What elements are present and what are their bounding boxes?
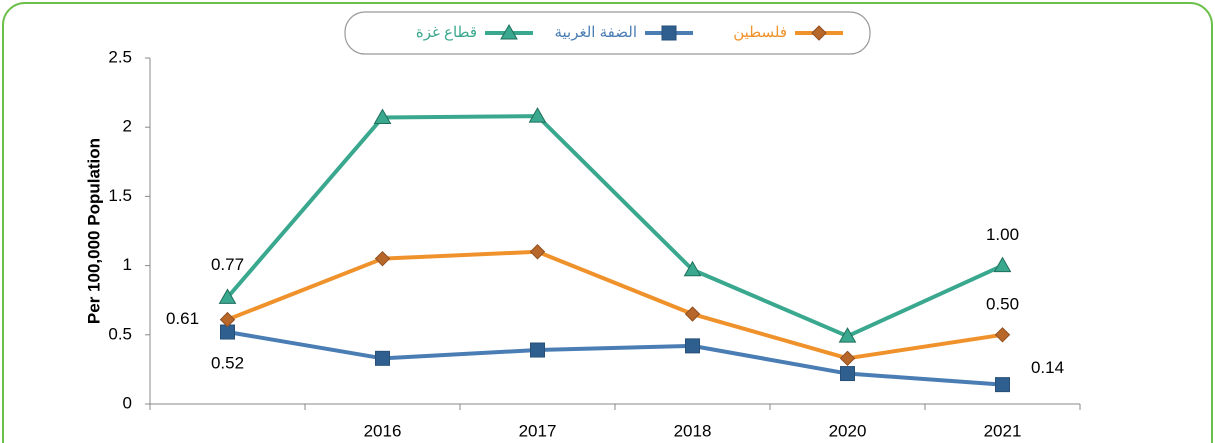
y-tick-label: 0 xyxy=(123,393,132,412)
marker xyxy=(373,108,392,125)
marker xyxy=(684,306,701,322)
marker xyxy=(840,366,855,382)
x-tick-label: 2020 xyxy=(829,421,867,440)
marker xyxy=(530,342,545,358)
x-tick-label: 2021 xyxy=(984,421,1022,440)
marker xyxy=(994,327,1011,343)
marker xyxy=(218,288,237,304)
x-tick-label: 2016 xyxy=(364,421,402,440)
legend-label: الضفة الغربية xyxy=(554,24,637,41)
marker xyxy=(995,377,1010,393)
legend-box xyxy=(344,11,871,55)
y-axis-title: Per 100,000 Population xyxy=(84,138,103,324)
marker xyxy=(528,107,547,123)
legend-label: قطاع غزة xyxy=(416,24,477,41)
data-label: 1.00 xyxy=(986,225,1019,244)
marker xyxy=(374,250,391,267)
marker xyxy=(685,338,700,354)
data-label: 0.52 xyxy=(211,354,244,373)
marker xyxy=(219,311,236,328)
marker xyxy=(993,256,1012,273)
y-tick-label: 1 xyxy=(123,255,132,274)
y-tick-label: 2.5 xyxy=(108,47,132,66)
y-tick-label: 2 xyxy=(123,117,132,136)
marker xyxy=(375,350,390,366)
y-tick-label: 0.5 xyxy=(108,324,132,343)
data-label: 0.14 xyxy=(1031,358,1064,377)
data-label: 0.61 xyxy=(166,309,199,328)
series-line xyxy=(226,249,1003,361)
series-line xyxy=(225,114,1004,339)
marker xyxy=(683,260,702,277)
series-line xyxy=(227,330,1003,387)
data-label: 0.77 xyxy=(211,255,244,274)
marker xyxy=(839,350,856,367)
data-label: 0.50 xyxy=(986,294,1019,313)
marker xyxy=(661,25,677,41)
marker xyxy=(838,327,857,343)
x-tick-label: 2017 xyxy=(519,421,557,440)
legend-label: فلسطين xyxy=(733,24,787,41)
marker xyxy=(811,25,827,41)
marker xyxy=(500,23,518,40)
marker xyxy=(529,244,546,260)
y-tick-label: 1.5 xyxy=(108,186,132,205)
x-tick-label: 2018 xyxy=(674,421,712,440)
